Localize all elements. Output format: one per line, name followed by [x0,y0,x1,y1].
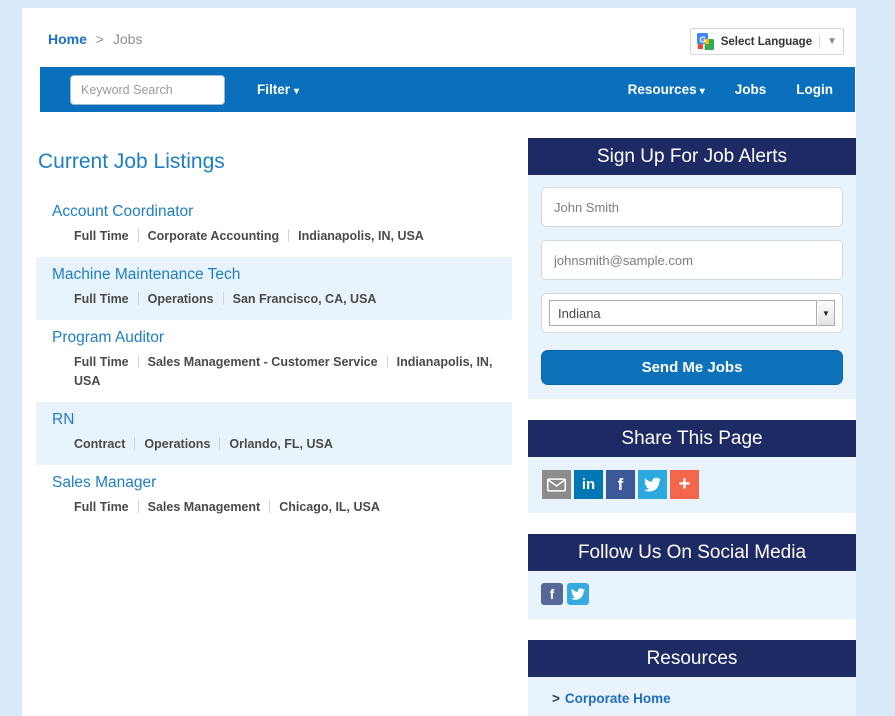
job-alerts-title: Sign Up For Job Alerts [528,138,856,175]
job-alerts-form: Indiana ▼ Send Me Jobs [528,175,856,399]
follow-twitter-icon[interactable] [567,583,589,605]
meta-divider [219,437,221,450]
job-title-link[interactable]: Program Auditor [52,329,164,346]
job-location: San Francisco, CA, USA [232,292,377,306]
job-category: Operations [147,292,214,306]
meta-divider [222,292,224,305]
job-category: Operations [144,437,211,451]
content-area: Current Job Listings Account Coordinator… [22,112,856,716]
job-location: Chicago, IL, USA [279,500,380,514]
state-select-caret-icon[interactable]: ▼ [818,300,835,326]
job-title-link[interactable]: RN [52,411,75,428]
alert-state-select[interactable]: Indiana ▼ [541,293,843,333]
resources-caret-icon: ▾ [699,86,705,97]
follow-section: Follow Us On Social Media f [528,534,856,619]
job-type: Full Time [74,500,129,514]
follow-facebook-icon[interactable]: f [541,583,563,605]
breadcrumb-current: Jobs [112,31,143,47]
nav-jobs-link[interactable]: Jobs [734,82,767,97]
resources-section: Resources > Corporate Home [528,640,856,716]
send-me-jobs-button[interactable]: Send Me Jobs [541,350,843,385]
job-meta: Full Time Operations San Francisco, CA, US… [52,290,502,309]
job-title-link[interactable]: Machine Maintenance Tech [52,266,241,283]
job-location: Indianapolis, IN, USA [298,229,424,243]
google-translate-icon: G [696,33,714,50]
page-title: Current Job Listings [38,150,225,173]
nav-login-link[interactable]: Login [796,82,833,97]
filter-caret-icon: ▾ [294,86,300,97]
share-twitter-icon[interactable] [638,470,667,499]
share-section: Share This Page in f + [528,420,856,513]
google-translate-widget[interactable]: G Select Language ▼ [689,28,844,55]
share-facebook-icon[interactable]: f [606,470,635,499]
follow-title: Follow Us On Social Media [528,534,856,571]
job-row: RN Contract Operations Orlando, FL, USA [36,402,512,465]
job-row: Account Coordinator Full Time Corporate A… [36,194,512,257]
job-type: Contract [74,437,126,451]
meta-divider [288,229,290,242]
job-meta: Full Time Sales Management - Customer Ser… [52,353,502,391]
job-location: Orlando, FL, USA [229,437,333,451]
nav-resources-dropdown[interactable]: Resources ▾ [627,82,705,97]
corporate-home-link[interactable]: > Corporate Home [552,691,671,706]
job-listings-column: Current Job Listings Account Coordinator… [36,138,528,716]
state-select-value: Indiana [549,300,817,326]
resources-title: Resources [528,640,856,677]
meta-divider [137,500,139,513]
follow-body: f [528,571,856,619]
meta-divider [134,437,136,450]
alert-email-input[interactable] [541,240,843,280]
page-card: Home > Jobs G Select Language ▼ Filter▾ … [22,8,856,716]
share-linkedin-icon[interactable]: in [574,470,603,499]
share-body: in f + [528,457,856,513]
job-type: Full Time [74,355,129,369]
job-title-link[interactable]: Sales Manager [52,474,157,491]
follow-icons: f [541,583,843,605]
job-location: Indianapolis, IN, USA [74,355,493,388]
share-title: Share This Page [528,420,856,457]
select-language-label: Select Language [720,35,813,48]
svg-text:G: G [699,34,706,44]
alert-name-input[interactable] [541,187,843,227]
meta-divider [137,292,139,305]
job-meta: Contract Operations Orlando, FL, USA [52,435,502,454]
job-type: Full Time [74,229,129,243]
job-meta: Full Time Corporate Accounting Indianapoli… [52,227,502,246]
breadcrumb: Home > Jobs [48,28,142,47]
breadcrumb-home-link[interactable]: Home [48,31,87,47]
job-meta: Full Time Sales Management Chicago, IL, US… [52,498,502,517]
job-type: Full Time [74,292,129,306]
share-icons: in f + [541,469,843,499]
breadcrumb-separator: > [95,31,104,47]
top-row: Home > Jobs G Select Language ▼ [22,8,856,67]
meta-divider [137,355,139,368]
job-category: Sales Management - Customer Service [147,355,378,369]
job-category: Sales Management [147,500,261,514]
job-row: Program Auditor Full Time Sales Managemen… [36,320,512,402]
language-caret-icon: ▼ [827,36,837,47]
meta-divider [269,500,271,513]
nav-links: Resources ▾ Jobs Login [628,82,833,97]
job-row: Machine Maintenance Tech Full Time Operat… [36,257,512,320]
job-category: Corporate Accounting [147,229,280,243]
keyword-search-input[interactable] [70,74,225,105]
meta-divider [137,229,139,242]
job-row: Sales Manager Full Time Sales Management C… [36,465,512,528]
resources-body: > Corporate Home [528,677,856,716]
link-arrow-icon: > [552,691,560,706]
share-email-icon[interactable] [542,470,571,499]
main-navbar: Filter▾ Resources▾ Jobs Login [40,67,855,112]
job-title-link[interactable]: Account Coordinator [52,203,194,220]
job-alerts-section: Sign Up For Job Alerts Indiana ▼ Send Me… [528,138,856,399]
filter-dropdown[interactable]: Filter ▾ [257,82,300,97]
sidebar: Sign Up For Job Alerts Indiana ▼ Send Me… [528,138,856,716]
meta-divider [386,355,388,368]
share-addthis-icon[interactable]: + [670,470,699,499]
language-divider [819,34,821,49]
